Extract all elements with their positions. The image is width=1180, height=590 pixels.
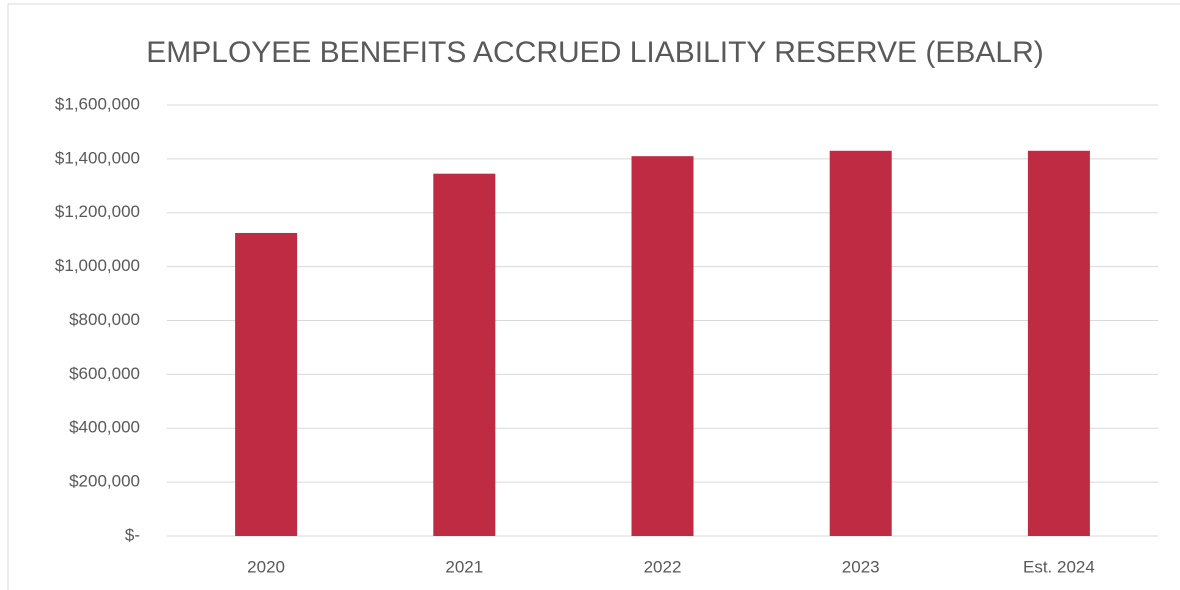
y-tick-label: $400,000 — [69, 418, 140, 437]
y-tick-label: $1,600,000 — [55, 94, 140, 113]
y-tick-label: $1,400,000 — [55, 148, 140, 167]
chart-title: EMPLOYEE BENEFITS ACCRUED LIABILITY RESE… — [146, 36, 1044, 69]
y-tick-label: $600,000 — [69, 364, 140, 383]
x-tick-label: Est. 2024 — [1023, 557, 1095, 576]
x-tick-label: 2022 — [644, 557, 682, 576]
y-tick-label: $800,000 — [69, 310, 140, 329]
x-tick-label: 2023 — [842, 557, 880, 576]
bar — [631, 156, 694, 536]
bar — [235, 232, 298, 536]
bar — [1027, 150, 1090, 536]
x-tick-label: 2021 — [445, 557, 483, 576]
y-tick-label: $200,000 — [69, 472, 140, 491]
y-tick-label: $- — [125, 525, 140, 544]
y-tick-label: $1,000,000 — [55, 256, 140, 275]
bar — [433, 173, 496, 537]
y-tick-label: $1,200,000 — [55, 202, 140, 221]
bar — [829, 150, 892, 536]
x-tick-label: 2020 — [247, 557, 285, 576]
chart-frame — [7, 3, 1180, 590]
